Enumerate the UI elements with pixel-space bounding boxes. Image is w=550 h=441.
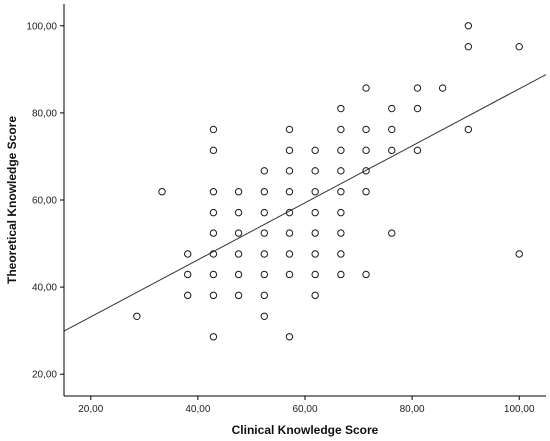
- data-point: [388, 104, 396, 113]
- data-point: [362, 84, 370, 92]
- x-tick-label: 40,00: [185, 404, 210, 415]
- data-point: [209, 229, 218, 237]
- data-point: [209, 291, 218, 300]
- data-point: [184, 250, 192, 258]
- data-point: [337, 229, 345, 237]
- data-point: [337, 104, 345, 113]
- data-point: [285, 125, 294, 134]
- x-tick-label: 20,00: [78, 404, 103, 415]
- data-point: [311, 146, 319, 155]
- data-point: [362, 167, 370, 175]
- data-point: [515, 250, 523, 258]
- data-point: [285, 208, 294, 217]
- data-point: [337, 270, 345, 279]
- y-tick-label: 20,00: [32, 370, 57, 381]
- data-point: [260, 270, 268, 279]
- data-point: [413, 146, 422, 155]
- data-point: [388, 229, 396, 237]
- data-point: [184, 270, 192, 279]
- y-tick-label: 40,00: [32, 283, 57, 294]
- data-point: [464, 125, 473, 134]
- fit-line-layer: [63, 74, 547, 332]
- data-point: [234, 208, 243, 217]
- regression-line: [63, 74, 547, 332]
- data-point: [285, 229, 294, 237]
- data-point: [260, 167, 268, 175]
- data-point: [209, 188, 218, 196]
- data-point: [209, 208, 218, 217]
- data-point: [209, 270, 218, 279]
- x-axis-title: Clinical Knowledge Score: [232, 423, 379, 437]
- data-point: [337, 250, 345, 258]
- y-tick-label: 100,00: [26, 21, 57, 32]
- data-point: [388, 146, 396, 155]
- data-point: [311, 250, 319, 258]
- data-point: [209, 333, 218, 341]
- data-point: [337, 208, 345, 217]
- data-point: [260, 188, 268, 196]
- data-point: [234, 188, 243, 196]
- data-point: [311, 270, 319, 279]
- data-point: [260, 208, 268, 217]
- data-point: [337, 146, 345, 155]
- data-point: [362, 146, 370, 155]
- data-point: [285, 270, 294, 279]
- data-point: [337, 188, 345, 196]
- data-point: [464, 42, 473, 51]
- data-point: [388, 125, 396, 134]
- data-point: [260, 291, 268, 300]
- data-point: [285, 333, 294, 341]
- data-point: [337, 167, 345, 175]
- data-point: [158, 188, 166, 196]
- data-point: [285, 167, 294, 175]
- data-point: [413, 104, 422, 113]
- data-point: [234, 250, 243, 258]
- data-point: [311, 167, 319, 175]
- points-layer: [133, 22, 523, 341]
- data-point: [362, 188, 370, 196]
- data-point: [311, 208, 319, 217]
- data-point: [311, 229, 319, 237]
- data-point: [184, 291, 192, 300]
- data-point: [285, 250, 294, 258]
- data-point: [234, 270, 243, 279]
- x-tick-label: 60,00: [292, 404, 317, 415]
- data-point: [209, 125, 218, 134]
- y-tick-label: 80,00: [32, 108, 57, 119]
- data-point: [133, 312, 141, 320]
- data-point: [260, 229, 268, 237]
- data-point: [337, 125, 345, 134]
- y-axis-title: Theoretical Knowledge Score: [5, 116, 19, 284]
- data-point: [285, 188, 294, 196]
- data-point: [234, 229, 243, 237]
- plot-area: [64, 4, 546, 396]
- ticks-layer: 20,00 40,00 60,00 80,00 100,00 20,00 40,00 60,0…: [26, 21, 535, 415]
- data-point: [311, 188, 319, 196]
- data-point: [515, 42, 523, 51]
- data-point: [234, 291, 243, 300]
- data-point: [464, 22, 473, 30]
- data-point: [413, 84, 422, 92]
- y-tick-label: 60,00: [32, 196, 57, 207]
- data-point: [209, 146, 218, 155]
- data-point: [362, 125, 370, 134]
- data-point: [311, 291, 319, 300]
- data-point: [285, 146, 294, 155]
- data-point: [362, 270, 370, 279]
- data-point: [260, 250, 268, 258]
- data-point: [209, 250, 218, 258]
- x-tick-label: 80,00: [400, 404, 425, 415]
- x-tick-label: 100,00: [504, 404, 535, 415]
- data-point: [260, 312, 268, 320]
- data-point: [438, 84, 447, 92]
